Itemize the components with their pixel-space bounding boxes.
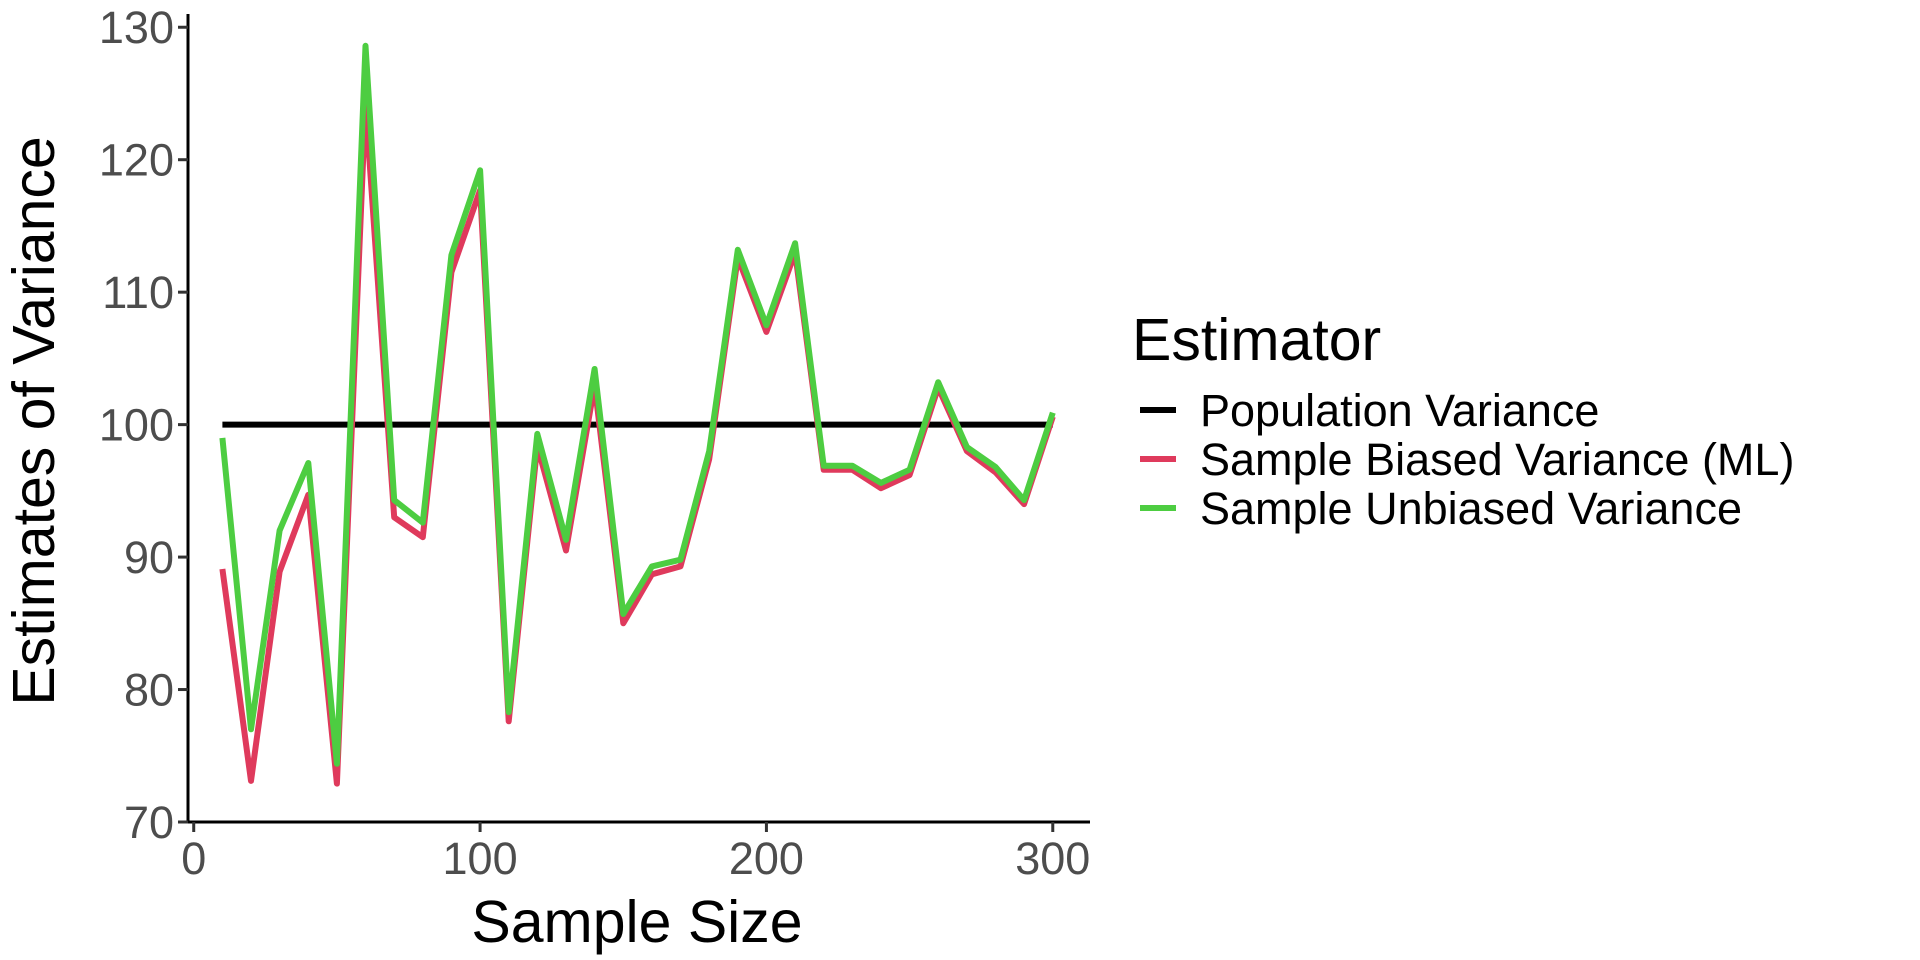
y-tick-label: 100 [99,400,174,451]
x-tick-label: 300 [1015,833,1090,884]
x-tick-label: 200 [729,833,804,884]
plot-series [219,42,1056,787]
x-tick-label: 0 [181,833,206,884]
y-tick-label: 120 [99,135,174,186]
y-axis-title: Estimates of Variance [1,136,67,706]
x-tick-label: 100 [443,833,518,884]
legend-title: Estimator [1132,307,1381,373]
y-tick-label: 80 [124,665,174,716]
legend-label-1: Population Variance [1200,385,1599,436]
series-line-3 [219,42,1056,767]
axes [186,14,1090,824]
legend-label-2: Sample Biased Variance (ML) [1200,434,1794,485]
x-axis-title: Sample Size [471,889,802,955]
tick-labels: 0 100 200 300 70 80 90 100 110 120 130 [99,2,1090,884]
y-tick-label: 130 [99,2,174,53]
legend-label-3: Sample Unbiased Variance [1200,483,1742,534]
y-tick-label: 110 [102,267,174,318]
y-tick-label: 70 [124,797,174,848]
y-tick-label: 90 [124,532,174,583]
